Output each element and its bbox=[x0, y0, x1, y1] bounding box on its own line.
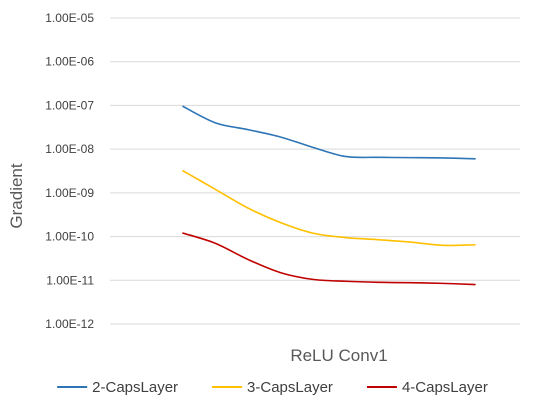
series-line-2-capslayer bbox=[182, 105, 476, 160]
y-tick-label: 1.00E-06 bbox=[45, 55, 94, 69]
legend: 2-CapsLayer 3-CapsLayer 4-CapsLayer bbox=[57, 379, 488, 396]
legend-item-2-capslayer: 2-CapsLayer bbox=[57, 379, 178, 396]
y-tick-label: 1.00E-07 bbox=[45, 98, 94, 112]
legend-item-4-capslayer: 4-CapsLayer bbox=[366, 379, 488, 396]
series-lines bbox=[182, 105, 476, 286]
y-axis-tick-labels: 1.00E-05 1.00E-06 1.00E-07 1.00E-08 1.00E-09… bbox=[45, 11, 94, 331]
y-tick-label: 1.00E-12 bbox=[45, 317, 94, 331]
series-line-4-capslayer bbox=[182, 232, 476, 286]
gridlines bbox=[110, 17, 520, 325]
series-line-3-capslayer bbox=[182, 169, 476, 247]
legend-label: 2-CapsLayer bbox=[92, 379, 178, 396]
y-tick-label: 1.00E-08 bbox=[45, 142, 94, 156]
y-tick-label: 1.00E-10 bbox=[45, 230, 94, 244]
legend-item-3-capslayer: 3-CapsLayer bbox=[212, 379, 333, 396]
y-axis-title: Gradient bbox=[7, 163, 26, 228]
y-tick-label: 1.00E-09 bbox=[45, 186, 94, 200]
legend-label: 3-CapsLayer bbox=[247, 379, 333, 396]
y-tick-label: 1.00E-11 bbox=[46, 273, 94, 287]
x-axis-title: ReLU Conv1 bbox=[290, 346, 387, 365]
y-tick-label: 1.00E-05 bbox=[45, 11, 94, 25]
legend-label: 4-CapsLayer bbox=[402, 379, 488, 396]
